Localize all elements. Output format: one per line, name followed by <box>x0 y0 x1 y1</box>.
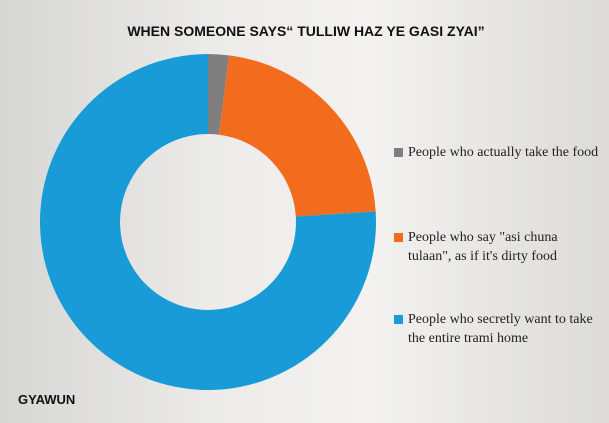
legend-label: People who say "asi chuna tulaan", as if… <box>408 230 558 264</box>
legend-label: People who secretly want to take the ent… <box>408 312 593 346</box>
legend-swatch <box>394 315 403 324</box>
footer: GYAWUN <box>18 392 75 407</box>
legend-swatch <box>394 233 403 242</box>
chart-title: WHEN SOMEONE SAYS“ TULLIW HAZ YE GASI ZY… <box>127 23 484 39</box>
legend-item: People who secretly want to take the ent… <box>394 310 604 348</box>
donut-segment <box>208 54 230 135</box>
legend-label: People who actually take the food <box>408 145 599 160</box>
legend-swatch <box>394 148 403 157</box>
donut-segment <box>39 54 376 390</box>
donut-segment <box>219 55 376 217</box>
legend-item: People who actually take the food <box>394 143 604 162</box>
legend-item: People who say "asi chuna tulaan", as if… <box>394 228 604 266</box>
